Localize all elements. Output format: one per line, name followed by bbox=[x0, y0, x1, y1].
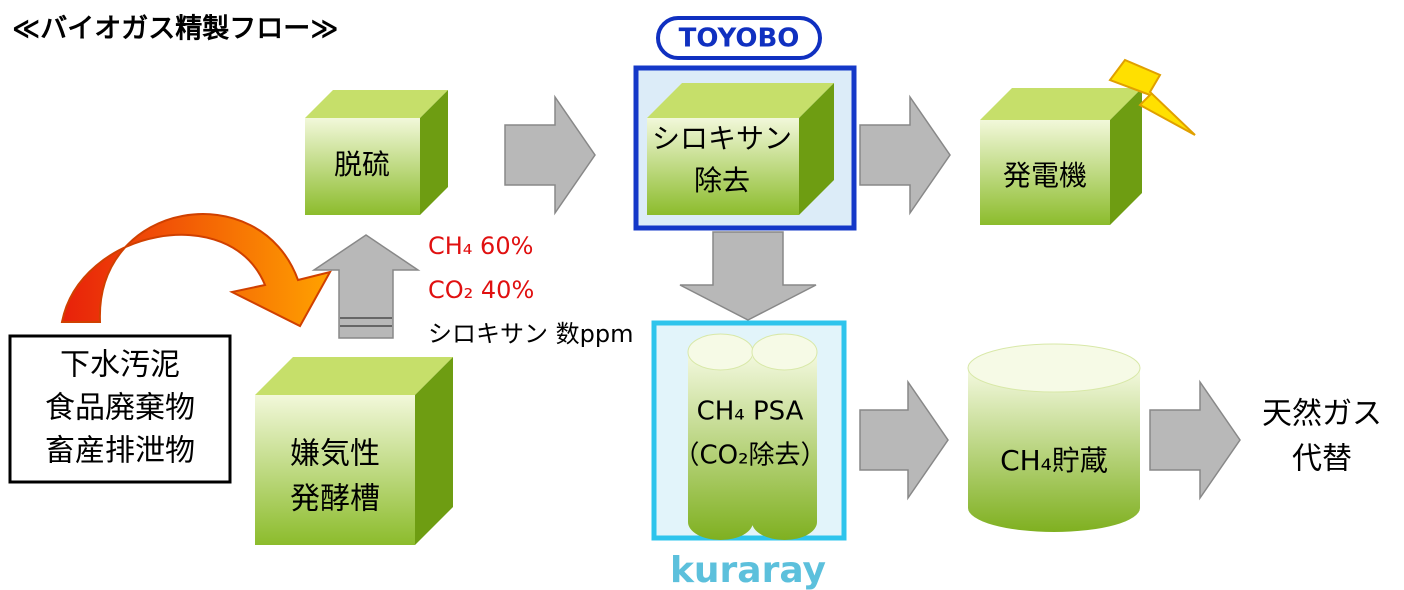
curved-arrow bbox=[62, 214, 330, 326]
gas-line: CH₄ 60% bbox=[428, 232, 533, 260]
label: 発酵槽 bbox=[290, 482, 380, 517]
arrow bbox=[860, 97, 950, 213]
label: 除去 bbox=[694, 164, 750, 197]
arrow bbox=[314, 235, 418, 338]
page: ≪バイオガス精製フロー≫ TOYOBO 脱硫 シロキサン除去 発電機 CH₄ PSA （C… bbox=[0, 0, 1404, 590]
label: （CO₂除去） bbox=[673, 441, 826, 471]
label: 代替 bbox=[1292, 442, 1352, 477]
label: 畜産排泄物 bbox=[45, 434, 195, 469]
arrow bbox=[680, 232, 816, 320]
label: 発電機 bbox=[1003, 159, 1087, 192]
arrow bbox=[860, 382, 948, 498]
label: 脱硫 bbox=[334, 148, 390, 181]
label: シロキサン bbox=[652, 122, 792, 155]
arrow bbox=[1150, 382, 1240, 498]
label: TOYOBO bbox=[679, 24, 800, 54]
label: CH₄ PSA bbox=[697, 397, 804, 427]
cylinder-top bbox=[752, 334, 817, 370]
arrow bbox=[505, 97, 595, 213]
title: ≪バイオガス精製フロー≫ bbox=[12, 14, 339, 45]
label: CH₄貯蔵 bbox=[1000, 444, 1108, 477]
label: 嫌気性 bbox=[290, 437, 380, 472]
label: 食品廃棄物 bbox=[45, 391, 195, 426]
cylinder-top bbox=[968, 344, 1140, 392]
label: kuraray bbox=[670, 550, 826, 590]
label: 下水汚泥 bbox=[60, 348, 180, 383]
gas-line: シロキサン 数ppm bbox=[428, 320, 633, 348]
label: 天然ガス bbox=[1262, 397, 1382, 432]
gas-line: CO₂ 40% bbox=[428, 276, 534, 304]
cylinder-top bbox=[688, 334, 753, 370]
